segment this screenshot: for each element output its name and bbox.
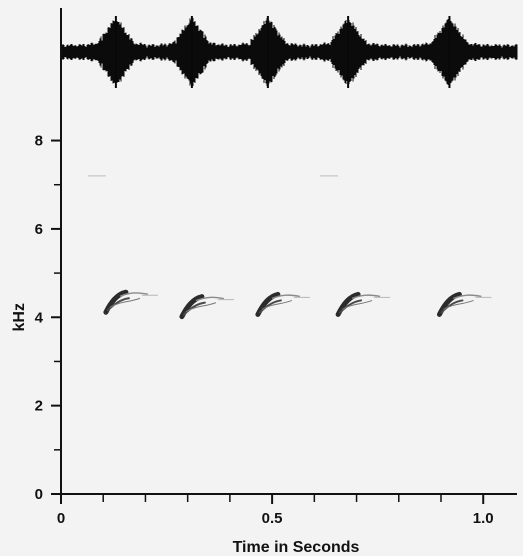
x-axis-ticks: 0 0.5 1.0 (57, 494, 494, 527)
note-tail (271, 294, 301, 300)
note-harmonic (443, 299, 474, 310)
spectrogram-area (87, 175, 492, 320)
y-axis-ticks: 0 2 4 6 8 (35, 133, 61, 503)
spectrogram-note (335, 291, 391, 317)
note-harmonic (341, 299, 373, 310)
note-inner-stroke (440, 299, 464, 314)
note-harmonic (185, 302, 217, 313)
note-harmonic (109, 297, 141, 308)
note-tail (351, 294, 381, 300)
note-harmonic (261, 299, 293, 310)
waveform-trace (60, 16, 518, 88)
y-tick-label: 6 (35, 221, 43, 238)
x-tick-label: 0.5 (262, 510, 283, 527)
y-axis-title: kHz (11, 303, 28, 331)
note-tail (119, 292, 149, 297)
x-axis-title: Time in Seconds (233, 539, 360, 556)
y-tick-label: 4 (35, 309, 44, 326)
note-inner-stroke (258, 299, 282, 314)
note-inner-stroke (106, 297, 130, 312)
x-tick-label: 0 (57, 510, 65, 527)
spectrogram-note (103, 289, 158, 315)
y-tick-label: 2 (35, 398, 43, 415)
x-tick-label: 1.0 (473, 510, 494, 527)
note-inner-stroke (182, 301, 206, 316)
spectrogram-note (436, 291, 492, 317)
y-tick-label: 0 (35, 486, 43, 503)
spectrogram-note (179, 294, 234, 320)
note-tail (453, 294, 482, 300)
y-tick-label: 8 (35, 133, 43, 150)
spectrogram-note (255, 291, 310, 317)
note-inner-stroke (339, 299, 363, 314)
note-tail (195, 296, 225, 302)
